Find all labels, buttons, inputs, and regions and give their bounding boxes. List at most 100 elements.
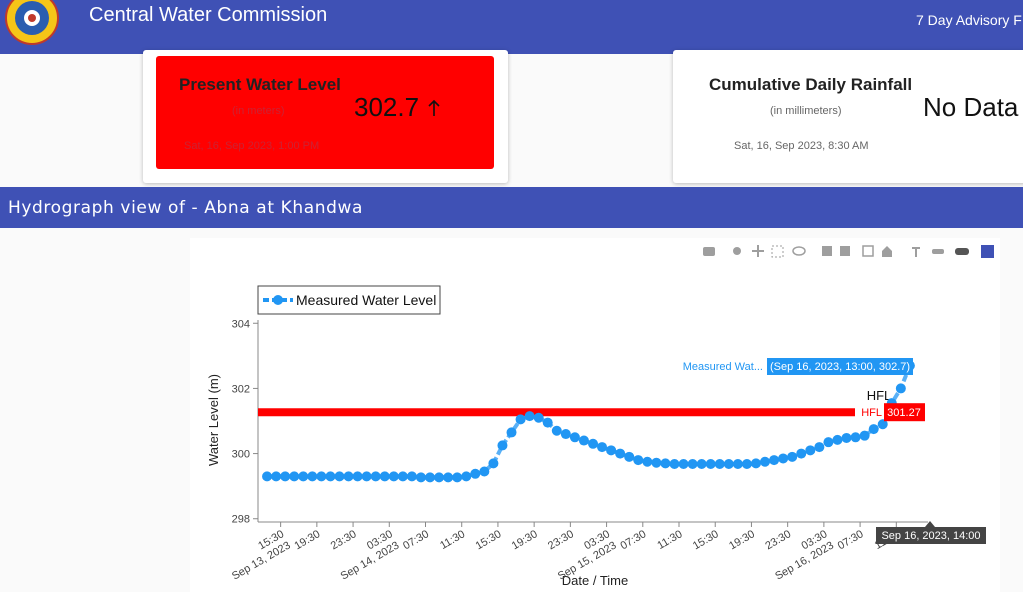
legend-label: Measured Water Level bbox=[296, 292, 436, 308]
data-point bbox=[542, 417, 553, 428]
data-point bbox=[379, 471, 390, 482]
x-tick-label: 11:30 bbox=[655, 528, 684, 552]
hfl-hover-box bbox=[884, 403, 925, 422]
card-time: Sat, 16, Sep 2023, 1:00 PM bbox=[184, 140, 320, 152]
data-point bbox=[760, 456, 771, 467]
data-point bbox=[271, 471, 282, 482]
card-unit: (in millimeters) bbox=[770, 105, 842, 117]
data-point bbox=[651, 457, 662, 468]
data-point bbox=[778, 453, 789, 464]
data-point bbox=[841, 432, 852, 443]
y-tick-label: 298 bbox=[232, 514, 250, 526]
data-point bbox=[388, 471, 399, 482]
nav-link[interactable]: 7 Day Advisory F bbox=[916, 12, 1022, 28]
data-point bbox=[714, 459, 725, 470]
y-axis-label: Water Level (m) bbox=[206, 374, 221, 466]
data-point bbox=[578, 435, 589, 446]
x-tick-label: 19:30 bbox=[727, 528, 757, 552]
hfl-hover-value: 301.27 bbox=[887, 407, 921, 419]
data-point bbox=[624, 451, 635, 462]
modebar[interactable] bbox=[703, 245, 994, 258]
x-tick-label: 15:30 bbox=[474, 528, 504, 552]
data-point bbox=[805, 445, 816, 456]
data-point bbox=[859, 430, 870, 441]
data-point bbox=[669, 459, 680, 470]
x-tick-label: 23:30 bbox=[763, 528, 793, 552]
data-point bbox=[560, 429, 571, 440]
data-point bbox=[361, 471, 372, 482]
x-tick-label: 07:30 bbox=[618, 528, 648, 552]
data-point bbox=[642, 456, 653, 467]
data-point bbox=[343, 471, 354, 482]
data-point bbox=[895, 383, 906, 394]
card-title: Cumulative Daily Rainfall bbox=[709, 75, 913, 94]
data-point bbox=[750, 458, 761, 469]
data-point bbox=[479, 466, 490, 477]
data-point bbox=[606, 445, 617, 456]
data-point bbox=[633, 455, 644, 466]
x-tick-label: 19:30 bbox=[510, 528, 540, 552]
x-tick-label: 07:30 bbox=[836, 528, 866, 552]
data-point bbox=[678, 459, 689, 470]
card-unit: (in meters) bbox=[232, 105, 285, 117]
legend[interactable] bbox=[257, 285, 441, 315]
data-point bbox=[461, 471, 472, 482]
data-point bbox=[877, 419, 888, 430]
data-point bbox=[524, 411, 535, 422]
x-tick-label: 07:30 bbox=[401, 528, 431, 552]
x-hover-box bbox=[876, 527, 986, 544]
hover-box bbox=[767, 358, 913, 375]
level-card: Present Water Level (in meters) 302.7 Sa… bbox=[143, 50, 508, 183]
app-header: Central Water Commission 7 Day Advisory … bbox=[0, 0, 1023, 54]
hfl-hover-name: HFL bbox=[861, 407, 882, 419]
card-time: Sat, 16, Sep 2023, 8:30 AM bbox=[734, 140, 869, 152]
x-tick-label: 11:30 bbox=[438, 528, 467, 552]
data-point bbox=[506, 427, 517, 438]
data-point bbox=[452, 472, 463, 483]
data-point bbox=[307, 471, 318, 482]
data-point bbox=[569, 432, 580, 443]
data-point bbox=[298, 471, 309, 482]
data-point bbox=[868, 424, 879, 435]
data-point bbox=[551, 425, 562, 436]
data-point bbox=[262, 471, 273, 482]
data-point bbox=[425, 472, 436, 483]
x-tick-label: 19:30 bbox=[293, 528, 323, 552]
card-title: Present Water Level bbox=[179, 75, 341, 94]
data-point bbox=[443, 472, 454, 483]
data-point bbox=[687, 459, 698, 470]
data-point bbox=[370, 471, 381, 482]
app-title: Central Water Commission bbox=[89, 4, 328, 26]
section-title: Hydrograph view of - Abna at Khandwa bbox=[8, 198, 364, 218]
data-point bbox=[823, 437, 834, 448]
data-point bbox=[533, 412, 544, 423]
data-point bbox=[705, 459, 716, 470]
data-point bbox=[497, 440, 508, 451]
hfl-annotation: HFL bbox=[867, 388, 892, 403]
logo[interactable] bbox=[4, 0, 60, 46]
data-point bbox=[434, 472, 445, 483]
x-tick-label: 23:30 bbox=[546, 528, 576, 552]
data-point bbox=[588, 438, 598, 449]
data-point bbox=[470, 468, 481, 479]
data-point bbox=[732, 459, 743, 470]
data-point bbox=[397, 471, 408, 482]
rain-card: Cumulative Daily Rainfall (in millimeter… bbox=[673, 50, 1023, 183]
data-point bbox=[660, 458, 671, 469]
data-point bbox=[723, 459, 734, 470]
series-line bbox=[267, 364, 912, 480]
legend-marker bbox=[273, 295, 283, 305]
level-panel: Present Water Level (in meters) 302.7 Sa… bbox=[156, 56, 494, 169]
data-point bbox=[325, 471, 336, 482]
data-point bbox=[352, 471, 363, 482]
card-value: 302.7 bbox=[354, 92, 420, 122]
section-bar: Hydrograph view of - Abna at Khandwa bbox=[0, 187, 1023, 228]
data-point bbox=[334, 471, 345, 482]
data-point bbox=[289, 471, 300, 482]
data-point bbox=[741, 459, 752, 470]
data-point bbox=[615, 448, 626, 459]
data-point bbox=[814, 442, 825, 453]
